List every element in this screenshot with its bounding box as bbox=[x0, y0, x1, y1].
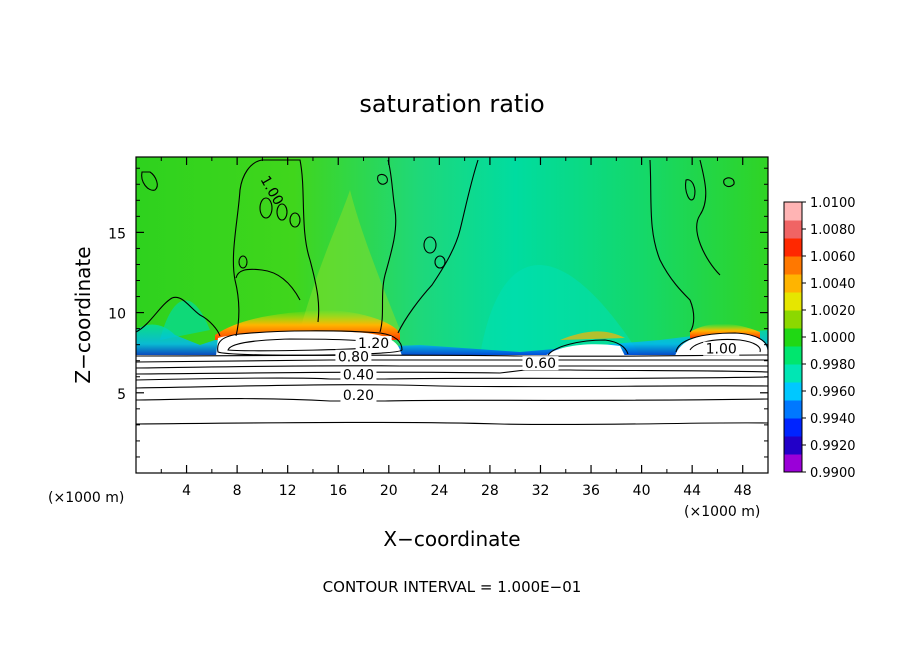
x-tick-label: 16 bbox=[329, 483, 347, 499]
x-tick-label: 36 bbox=[582, 483, 600, 499]
colorbar-label: 1.0040 bbox=[810, 277, 856, 292]
plot-area bbox=[136, 157, 768, 473]
x-tick-label: 48 bbox=[734, 483, 752, 499]
colorbar-label: 1.0020 bbox=[810, 304, 856, 319]
colorbar-swatch bbox=[784, 310, 802, 329]
contour-label: 0.20 bbox=[343, 388, 374, 404]
colorbar-label: 0.9960 bbox=[810, 385, 856, 400]
x-unit-left: (×1000 m) bbox=[48, 490, 124, 506]
colorbar-label: 1.0100 bbox=[810, 196, 856, 211]
chart-title: saturation ratio bbox=[359, 90, 544, 118]
contour-labels: 1.200.80 0.600.400.201.001.00 bbox=[257, 173, 740, 404]
colorbar-swatch bbox=[784, 274, 802, 293]
x-tick-label: 44 bbox=[683, 483, 701, 499]
x-tick-label: 24 bbox=[430, 483, 448, 499]
y-tick-label: 5 bbox=[117, 387, 126, 403]
x-tick-label: 4 bbox=[182, 483, 191, 499]
contour-label: 0.80 bbox=[338, 350, 369, 366]
y-tick-label: 10 bbox=[108, 307, 126, 323]
colorbar-swatch bbox=[784, 364, 802, 383]
x-tick-label: 28 bbox=[481, 483, 499, 499]
contour-label-bg bbox=[340, 367, 377, 382]
x-axis: 4 8 12 16 20 24 28 32 36 40 44 48 bbox=[160, 157, 752, 499]
plot-frame bbox=[135, 156, 769, 474]
boundary-layer bbox=[136, 355, 768, 473]
contour-label: 0.60 bbox=[525, 356, 556, 372]
footer-contour-interval: CONTOUR INTERVAL = 1.000E−01 bbox=[323, 578, 582, 596]
y-axis: 5 10 15 bbox=[108, 167, 768, 458]
colorbar-swatch bbox=[784, 418, 802, 437]
x-tick-label: 8 bbox=[233, 483, 242, 499]
contour-label-bg bbox=[703, 341, 740, 356]
y-tick-label: 15 bbox=[108, 226, 126, 242]
x-tick-label: 12 bbox=[279, 483, 297, 499]
contour-label: 1.20 bbox=[358, 336, 389, 352]
x-axis-label: X−coordinate bbox=[383, 527, 520, 551]
colorbar-swatch bbox=[784, 346, 802, 365]
colorbar-swatch bbox=[784, 220, 802, 239]
x-unit-right: (×1000 m) bbox=[684, 504, 760, 520]
colorbar-swatch bbox=[784, 436, 802, 455]
colorbar-label: 1.0000 bbox=[810, 331, 856, 346]
contour-label: 0.40 bbox=[343, 367, 374, 383]
x-tick-label: 20 bbox=[380, 483, 398, 499]
colorbar-label: 1.0060 bbox=[810, 250, 856, 265]
contour-label-bg bbox=[335, 349, 372, 364]
colorbar: 1.0100 1.0080 1.0060 1.0040 1.0020 1.0000 0.99… bbox=[783, 196, 856, 481]
colorbar-label: 0.9900 bbox=[810, 466, 856, 481]
contour-label-bg bbox=[522, 356, 559, 371]
colorbar-swatch bbox=[784, 328, 802, 347]
colorbar-swatch bbox=[784, 400, 802, 419]
contour-label: 1.00 bbox=[706, 342, 737, 358]
colorbar-swatch bbox=[784, 238, 802, 257]
colorbar-label: 0.9920 bbox=[810, 439, 856, 454]
colorbar-swatch bbox=[784, 292, 802, 311]
colorbar-label: 0.9980 bbox=[810, 358, 856, 373]
contour-label-bg bbox=[355, 336, 392, 351]
y-axis-label: Z−coordinate bbox=[71, 246, 95, 383]
colorbar-label: 1.0080 bbox=[810, 223, 856, 238]
x-tick-label: 40 bbox=[633, 483, 651, 499]
colorbar-label: 0.9940 bbox=[810, 412, 856, 427]
x-tick-label: 32 bbox=[532, 483, 550, 499]
colorbar-swatch bbox=[784, 454, 802, 473]
colorbar-swatch bbox=[784, 256, 802, 275]
colorbar-swatch bbox=[784, 382, 802, 401]
contour-label-bg bbox=[340, 388, 377, 403]
field-streaks bbox=[300, 190, 400, 330]
colorbar-swatch bbox=[784, 202, 802, 221]
